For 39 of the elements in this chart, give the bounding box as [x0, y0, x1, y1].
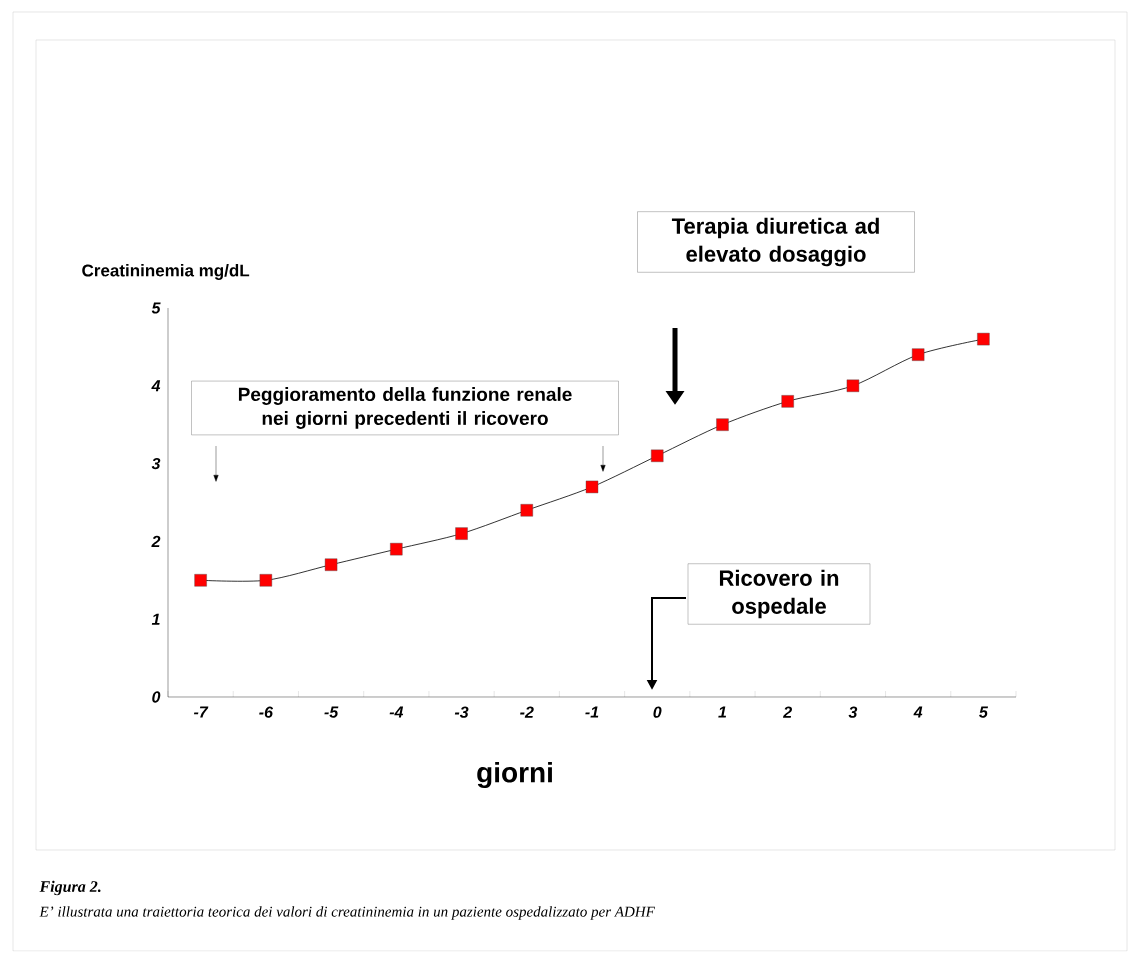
y-axis-title: Creatininemia mg/dL: [82, 264, 250, 280]
annotation: Peggioramento della funzione renale nei giorni precedenti il ricovero: [238, 387, 572, 429]
x-tick-label: 0: [653, 706, 662, 718]
x-tick-label: -2: [520, 706, 534, 718]
x-tick-label: -7: [193, 706, 209, 718]
x-tick-label: -3: [454, 706, 469, 718]
point: [259, 574, 273, 587]
point: [846, 379, 860, 392]
x-tick-label: -1: [585, 706, 599, 718]
x-tick-label: -4: [389, 706, 404, 718]
x-tick-label: 3: [848, 706, 858, 718]
x-tick-label: 4: [913, 706, 923, 718]
x-tick-label: -5: [324, 706, 339, 718]
point: [520, 504, 533, 517]
x-axis-title: giorni: [477, 761, 552, 789]
y-tick-label: 1: [151, 613, 160, 625]
point: [911, 348, 925, 361]
point: [194, 574, 207, 587]
point: [585, 480, 599, 494]
y-tick-label: 2: [151, 535, 161, 547]
point: [455, 527, 468, 540]
y-tick-label: 4: [151, 380, 161, 392]
y-tick-label: 5: [151, 302, 161, 314]
point: [390, 542, 403, 556]
annotation: Ricovero in ospedale: [719, 569, 839, 619]
point: [716, 418, 729, 431]
x-tick-label: 2: [782, 706, 792, 718]
point: [324, 558, 338, 571]
point: [781, 395, 794, 408]
point: [651, 449, 664, 463]
y-tick-label: 3: [151, 457, 161, 470]
y-tick-label: 0: [152, 691, 161, 703]
x-tick-label: 1: [718, 706, 727, 718]
text: Terapia diuretica ad elevato dosaggio: [671, 217, 879, 267]
x-tick-label: -6: [259, 706, 274, 718]
text: Figura 2.: [39, 880, 101, 896]
x-tick-label: 5: [979, 706, 989, 718]
text: E’ illustrata una traiettoria teorica dei valori di creatininemia in un paziente ospedalizzato per ADHF: [39, 906, 655, 920]
point: [977, 332, 990, 346]
